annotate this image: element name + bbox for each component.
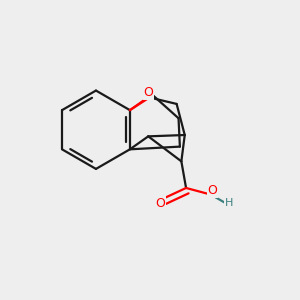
Text: O: O (143, 86, 153, 99)
Text: O: O (155, 196, 165, 210)
Text: H: H (225, 198, 233, 208)
Text: O: O (207, 184, 217, 197)
